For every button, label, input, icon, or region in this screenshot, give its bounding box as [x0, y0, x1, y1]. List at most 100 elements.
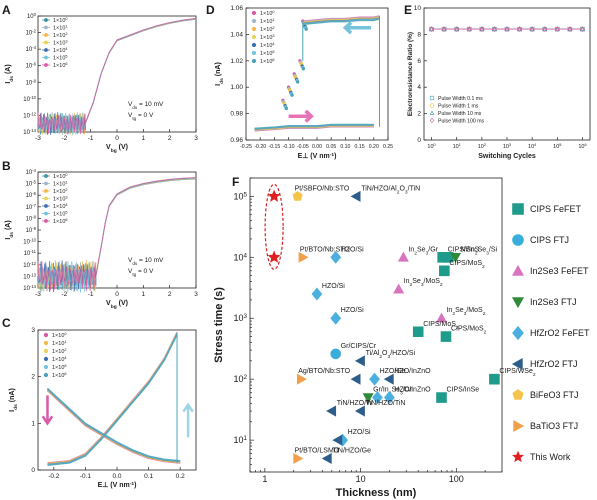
y-tick-label: 3	[31, 327, 35, 334]
y-tick-label: 1	[31, 420, 35, 427]
series-line-5	[37, 177, 197, 293]
scatter-point	[440, 331, 452, 342]
legend-label: 1×104	[260, 42, 275, 49]
legend-marker	[43, 332, 49, 338]
x-tick-label: 0	[115, 135, 119, 142]
y-tick-label: 10-14	[23, 128, 36, 137]
legend-label: Pulse Width 0.1 ms	[438, 96, 483, 102]
scatter-label: Ni/In2Se3/Si	[460, 246, 497, 256]
legend-label: 1×100	[260, 10, 275, 17]
legend-label: 1×106	[53, 218, 68, 225]
scatter-point	[384, 391, 395, 405]
legend-label: 1×104	[52, 356, 67, 363]
series-up-4	[47, 333, 178, 466]
scatter-label: TiN/HZO/TiN	[366, 400, 406, 407]
series-down-5	[47, 387, 181, 462]
scatter-point	[369, 372, 380, 386]
legend-label: 1×102	[260, 26, 275, 33]
series-point	[492, 26, 497, 32]
y-tick-label: 6	[417, 58, 421, 65]
legend-label: 1×100	[53, 17, 68, 24]
x-tick-label: -3	[35, 291, 41, 298]
series-down-1	[47, 389, 181, 464]
annotation-vtg: Vtg = 0 V	[128, 268, 154, 277]
scatter-point	[330, 348, 342, 360]
series-point	[542, 26, 548, 32]
scatter-label: HZO/Si	[341, 307, 364, 314]
legend-label: 1×103	[260, 34, 275, 41]
y-tick-label: 10-6	[26, 61, 37, 70]
x-tick-label: 0.1	[144, 473, 153, 480]
panel-label-e: E	[404, 3, 412, 17]
scatter-label: CIPS/MoS2	[449, 260, 485, 270]
scatter-label: Gr/CIPS/Cr	[341, 343, 377, 350]
series-up-2	[47, 332, 178, 465]
y-tick-label: 10-14	[23, 284, 36, 293]
y-tick-label: 1.06	[230, 5, 243, 12]
scatter-point	[435, 312, 447, 323]
series-up-5	[47, 334, 178, 467]
series-up-0	[47, 332, 178, 464]
series-point	[466, 26, 472, 32]
legend-marker	[43, 364, 49, 370]
series-point	[441, 26, 447, 32]
x-tick-label: 101	[453, 143, 461, 150]
legend-label: In2Se3 FTJ	[530, 297, 577, 307]
legend-label: 1×101	[53, 25, 68, 32]
x-tick-label: 1	[262, 474, 267, 484]
scatter-point	[326, 405, 337, 417]
y-tick-label: 0	[417, 137, 421, 144]
scatter-point	[354, 405, 365, 417]
legend-label: 1×100	[52, 332, 67, 339]
panel-label-a: A	[2, 3, 11, 17]
y-tick-label: 0.96	[230, 137, 243, 144]
panel-label-c: C	[2, 316, 11, 330]
legend-label: Pulse Width 10 ms	[438, 111, 482, 117]
series-point	[454, 26, 460, 32]
legend-marker	[43, 356, 49, 362]
annotation-vtg: Vtg = 0 V	[128, 112, 154, 121]
legend-marker	[512, 234, 524, 246]
x-tick-label: -0.15	[268, 144, 280, 150]
x-tick-label: 105	[553, 143, 561, 150]
scatter-point	[449, 252, 461, 263]
scatter-point	[350, 190, 361, 202]
y-tick-label: 104	[233, 252, 247, 263]
panel-e: 100 101 102 103 104 105 106 0 2 4 6 8 10 Switching Cy…	[407, 5, 591, 160]
legend-label: HfZrO2 FTJ	[530, 359, 578, 369]
y-tick-label: 10-6	[26, 191, 37, 200]
scatter-point	[436, 392, 447, 403]
scatter-point	[267, 189, 281, 202]
panel-f: 1 10 100 101 102 103 104 105 Thickness (nm) Stres…	[213, 177, 590, 499]
legend-label: CIPS FeFET	[530, 204, 582, 214]
legend-marker	[512, 203, 524, 215]
legend-marker	[512, 450, 524, 463]
panel-a: -3 -2 -1 0 1 2 3 10-14 10-12 10-10 10-8 10-6 10-4 10-…	[5, 12, 198, 154]
x-tick-label: 3	[194, 135, 198, 142]
scatter-point	[439, 265, 450, 277]
arrow-left-icon	[342, 21, 371, 35]
x-tick-label: 3	[194, 291, 198, 298]
panel-d: -0.25 -0.20 -0.15 -0.10 -0.05 0.00 0.05 0.10 0.1…	[215, 5, 393, 160]
scatter-point	[362, 393, 374, 404]
legend-label: 1×103	[53, 40, 68, 47]
y-tick-label: 10-4	[26, 168, 37, 177]
y-tick-label: 101	[233, 435, 247, 446]
annotation-vds: Vds = 10 mV	[128, 257, 164, 266]
x-tick-label: -0.10	[283, 144, 295, 150]
legend-label: HfZrO2 FeFET	[530, 328, 590, 338]
scatter-label: HZO/Si	[348, 429, 371, 436]
legend-label: 1×101	[260, 18, 275, 25]
scatter-point	[311, 287, 323, 301]
y-tick-label: 0	[31, 467, 35, 474]
series-point	[504, 26, 510, 32]
x-tick-label: 0.0	[112, 473, 121, 480]
series-point	[529, 26, 535, 32]
x-tick-label: -0.2	[48, 473, 60, 480]
legend-marker	[429, 110, 435, 115]
legend-label: 1×101	[53, 181, 68, 188]
y-tick-label: 10-9	[26, 226, 37, 235]
x-tick-label: -0.20	[254, 144, 266, 150]
y-axis-label: Stress time (s)	[213, 287, 225, 363]
scatter-label: HZO/Si	[322, 283, 345, 290]
